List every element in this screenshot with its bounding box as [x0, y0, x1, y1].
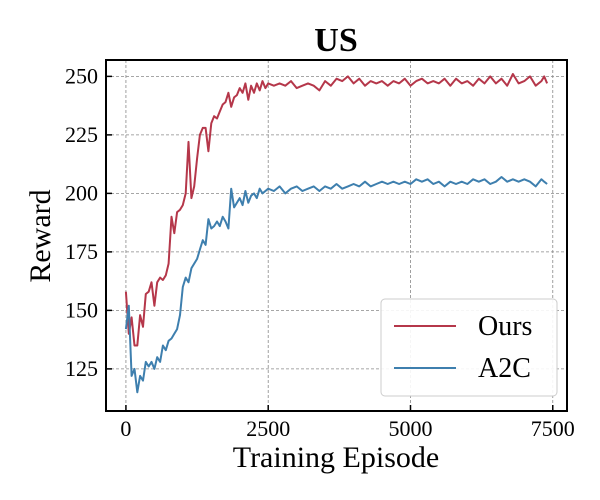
axis-ticks: 0 2500 5000 7500 125 150 175 200 225 250: [65, 63, 575, 441]
legend-label-ours: Ours: [478, 311, 532, 342]
series-line-ours: [124, 73, 549, 347]
y-tick-label: 225: [65, 122, 98, 147]
legend-label-a2c: A2C: [478, 353, 531, 384]
x-axis-label: Training Episode: [233, 441, 439, 474]
y-tick-label: 250: [65, 63, 98, 88]
y-tick-label: 175: [65, 239, 98, 264]
x-tick-label: 5000: [388, 416, 432, 441]
x-tick-label: 0: [120, 416, 131, 441]
legend: Ours A2C: [380, 298, 558, 397]
y-axis-label: Reward: [24, 189, 57, 282]
chart-title: US: [314, 22, 357, 59]
grid-lines: [106, 60, 567, 411]
y-tick-label: 200: [65, 180, 98, 205]
x-tick-label: 7500: [531, 416, 575, 441]
series-line-a2c: [124, 176, 548, 394]
y-tick-label: 125: [65, 356, 98, 381]
plot-frame: [105, 59, 568, 412]
x-tick-label: 2500: [246, 416, 290, 441]
y-tick-label: 150: [65, 297, 98, 322]
legend-box: [380, 298, 558, 397]
series-layer: [124, 73, 549, 394]
